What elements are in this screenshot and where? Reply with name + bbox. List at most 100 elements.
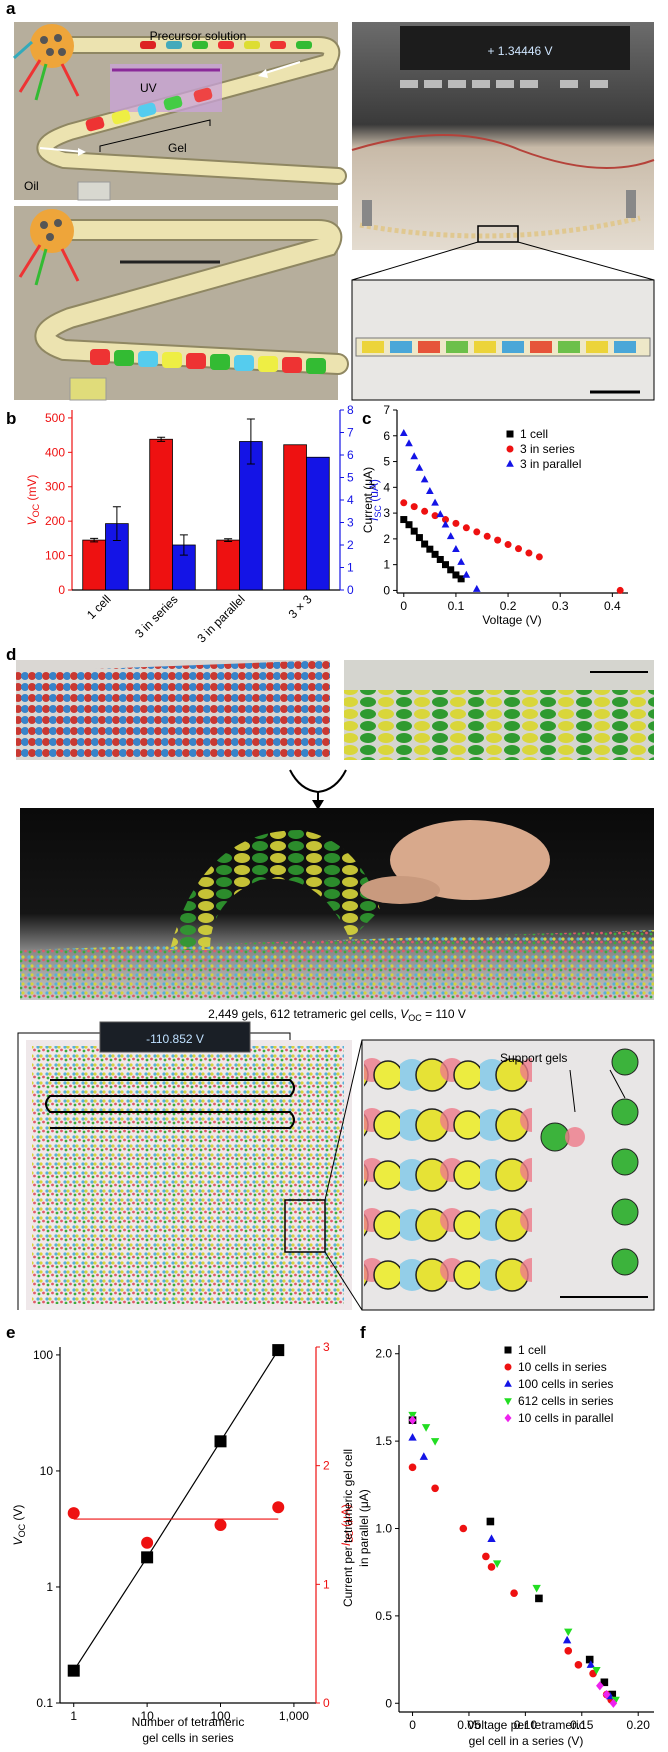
axis-label: Number of tetrameric [132,1715,245,1729]
meter-reading: + 1.34446 V [487,44,552,58]
y2-tick-label: 2 [323,1459,330,1473]
legend-label: 3 in series [520,442,575,456]
legend-marker [506,460,514,467]
marker [452,545,460,552]
label-subscript: OC [408,1013,422,1023]
x-tick-label: 0.1 [448,599,465,613]
axis-label: gel cells in series [142,1731,233,1745]
y-tick-label: 2 [383,532,390,546]
marker [575,1661,583,1669]
axis-label: Voltage (V) [482,613,541,627]
y2-tick-label: 0 [323,1696,330,1710]
legend-label: 1 cell [518,1343,546,1357]
legend-label: 10 cells in parallel [518,1411,613,1425]
bar [83,540,106,590]
marker [463,524,470,531]
bar [307,457,330,590]
marker [505,541,512,548]
y-tick-label: 1 [383,558,390,572]
axis-label: VOC (V) [11,1505,27,1546]
marker [272,1501,284,1513]
y-tick-label: 400 [45,445,65,459]
legend-marker [505,1414,512,1422]
x-tick-label: 1 cell [84,592,114,622]
y-tick-label: 2.0 [375,1347,392,1361]
y-tick-label: 1 [46,1580,53,1594]
axis-label: 2,449 gels, 612 tetrameric gel cells, VO… [208,1007,466,1023]
y-tick-label: 200 [45,514,65,528]
marker [617,587,624,594]
marker [215,1435,227,1447]
y2-tick-label: 3 [323,1340,330,1354]
label: UV [140,81,157,95]
marker [484,533,491,540]
marker [488,1563,496,1571]
label-part: (V) [11,1505,25,1524]
marker [563,1636,571,1644]
axis-label: in parallel (μA) [357,1489,371,1567]
marker [400,429,408,436]
axis-label: Current per tetrameric gel cell [341,1449,355,1607]
marker [460,1525,468,1533]
figure: Precursor solution UV Gel Oil + 1.34446 … [0,0,668,1752]
marker [431,1485,439,1493]
legend-marker [507,446,514,453]
marker [405,439,413,446]
y2-tick-label: 6 [347,448,354,462]
marker [411,528,418,535]
marker [532,1585,540,1593]
y2-tick-label: 7 [347,426,354,440]
label-part: (mV) [25,475,39,504]
marker [473,528,480,535]
y2-tick-label: 1 [323,1577,330,1591]
x-tick-label: 0 [409,1718,416,1732]
y2-tick-label: 8 [347,403,354,417]
y-tick-label: 4 [383,480,390,494]
marker [68,1507,80,1519]
y-tick-label: 6 [383,429,390,443]
legend-marker [507,431,514,438]
marker [405,521,412,528]
display-reading: -110.852 V [146,1032,204,1046]
label-subscript: OC [31,503,41,517]
marker [421,475,429,482]
y-tick-label: 7 [383,403,390,417]
marker [68,1665,80,1677]
x-tick-label: 1,000 [279,1709,309,1723]
y2-tick-label: 2 [347,538,354,552]
bar [150,439,173,590]
axis-label: Current (μA) [361,467,375,533]
label: Precursor solution [150,29,247,43]
legend-label: 1 cell [520,427,548,441]
marker [421,508,428,515]
legend-label: 10 cells in series [518,1360,607,1374]
marker [400,499,407,506]
marker [515,545,522,552]
photo-zoom [352,280,654,400]
marker [564,1647,572,1655]
marker [141,1537,153,1549]
y-tick-label: 300 [45,480,65,494]
bar [284,445,307,590]
marker [215,1519,227,1531]
bar [217,540,240,590]
panel-label: c [362,409,371,428]
label-part: 2,449 gels, 612 tetrameric gel cells, [208,1007,400,1021]
y-tick-label: 1.5 [375,1434,392,1448]
marker [487,1518,495,1526]
illustration-top: Precursor solution UV Gel Oil [14,22,338,200]
y-tick-label: 500 [45,411,65,425]
marker [426,487,434,494]
y-tick-label: 10 [40,1464,54,1478]
marker [494,537,501,544]
marker [410,452,418,459]
y-tick-label: 0.1 [36,1696,53,1710]
marker [525,550,532,557]
y2-tick-label: 0 [347,583,354,597]
y-tick-label: 3 [383,506,390,520]
marker [416,534,423,541]
marker [409,1464,417,1472]
x-tick-label: 3 in series [132,592,181,641]
y-tick-label: 0 [383,583,390,597]
legend-marker [505,1364,512,1371]
